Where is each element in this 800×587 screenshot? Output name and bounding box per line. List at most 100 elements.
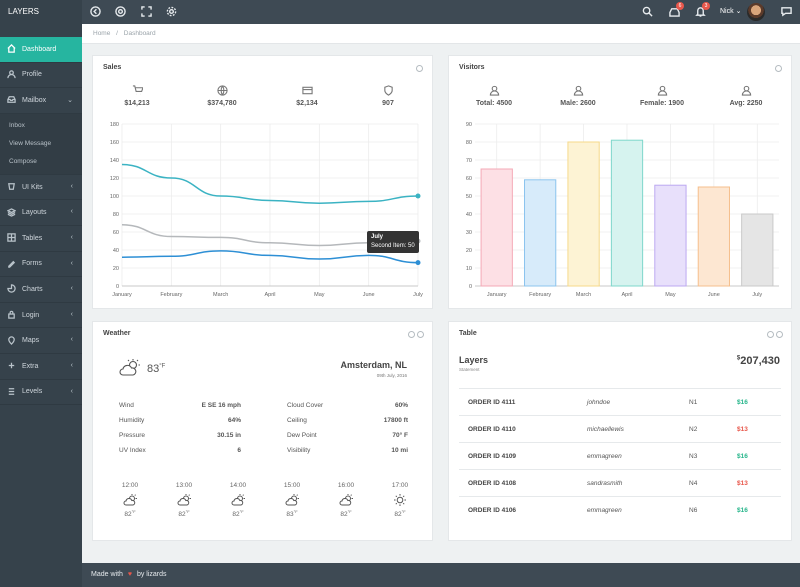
close-icon[interactable] — [776, 331, 783, 338]
forecast-item: 14:00 82°F — [223, 482, 253, 518]
bar — [610, 139, 644, 287]
stat-value: Female: 1900 — [640, 100, 684, 107]
refresh-icon[interactable] — [408, 331, 415, 338]
globe-icon — [201, 85, 243, 96]
sales-card: Sales $14,213 $374,780 $2,134 907 0 20 40 6… — [92, 55, 433, 309]
sidebar-item-login[interactable]: Login ‹ — [0, 303, 82, 329]
cloud-sun-icon — [231, 494, 245, 506]
cell-order: ORDER ID 4111 — [468, 399, 516, 406]
fullscreen-icon[interactable] — [140, 5, 152, 17]
detail-value: 64% — [227, 417, 241, 424]
brand-logo[interactable]: LAYERS — [0, 0, 82, 24]
stat-value: Total: 4500 — [475, 100, 513, 107]
table-row[interactable]: ORDER ID 4110 michaellewis N2 $13 — [459, 415, 781, 442]
forecast-temp-value: 83 — [286, 511, 294, 519]
tooltip-text: Second Item: 50 — [371, 243, 415, 249]
table-row[interactable]: ORDER ID 4106 emmagreen N6 $16 — [459, 496, 781, 523]
y-tick-label: 40 — [466, 212, 472, 218]
forecast-temp: 82°F — [115, 509, 145, 518]
y-tick-label: 60 — [113, 230, 119, 236]
sidebar-item-dashboard[interactable]: Dashboard — [0, 37, 82, 63]
sidebar-item-levels[interactable]: Levels ‹ — [0, 380, 82, 406]
chat-icon[interactable] — [780, 5, 792, 17]
settings-icon[interactable] — [165, 5, 177, 17]
card-title: Table — [459, 330, 477, 337]
sidebar-item-tables[interactable]: Tables ‹ — [0, 226, 82, 252]
user-menu[interactable]: Nick ⌄ — [720, 0, 741, 24]
table-row[interactable]: ORDER ID 4108 sandrasmith N4 $13 — [459, 469, 781, 496]
refresh-icon[interactable] — [416, 65, 423, 72]
forecast-item: 12:00 82°F — [115, 482, 145, 518]
chevron-down-icon: ⌄ — [735, 8, 742, 15]
tasks-icon[interactable]: 6 — [668, 2, 684, 17]
sun-icon — [394, 494, 406, 506]
sidebar-item-ui-kits[interactable]: UI Kits ‹ — [0, 175, 82, 201]
table-row[interactable]: ORDER ID 4109 emmagreen N3 $16 — [459, 442, 781, 469]
sidebar-item-profile[interactable]: Profile — [0, 63, 82, 89]
target-icon[interactable] — [114, 5, 126, 17]
submenu-item-inbox[interactable]: Inbox — [0, 116, 82, 135]
sidebar-item-mailbox[interactable]: Mailbox ⌄ — [0, 88, 82, 114]
lock-icon — [7, 310, 17, 320]
forecast-temp-unit: °F — [293, 509, 298, 514]
sidebar-item-forms[interactable]: Forms ‹ — [0, 252, 82, 278]
sidebar-item-label: Profile — [22, 71, 42, 79]
bell-icon[interactable]: 3 — [694, 2, 710, 17]
bar — [697, 186, 730, 287]
home-icon — [7, 44, 17, 54]
sidebar-item-maps[interactable]: Maps ‹ — [0, 328, 82, 354]
y-tick-label: 0 — [116, 284, 119, 290]
search-icon[interactable] — [641, 5, 653, 17]
chevron-left-icon: ‹ — [70, 233, 73, 241]
cell-order: ORDER ID 4109 — [468, 453, 517, 460]
chevron-left-icon: ‹ — [70, 336, 73, 344]
sidebar-item-layouts[interactable]: Layouts ‹ — [0, 200, 82, 226]
detail-value: 17800 ft — [383, 417, 408, 424]
breadcrumb: Home / Dashboard — [82, 24, 800, 44]
tooltip-title: July — [371, 234, 384, 240]
x-tick-label: June — [708, 292, 720, 298]
sidebar-item-label: Layouts — [22, 209, 47, 217]
y-tick-label: 180 — [110, 122, 119, 128]
avatar[interactable] — [747, 3, 765, 21]
notification-badge: 6 — [676, 2, 684, 10]
footer-made-with: Made with — [91, 571, 123, 578]
weather-details-right: Cloud Cover 60% Ceiling 17800 ft Dew Point… — [287, 398, 408, 458]
bar — [524, 179, 557, 287]
submenu-item-view-message[interactable]: View Message — [0, 134, 82, 153]
detail-value: 10 mi — [391, 447, 408, 454]
chart-icon — [7, 284, 17, 294]
detail-value: 70° F — [392, 432, 408, 439]
bar — [567, 141, 600, 287]
close-icon[interactable] — [417, 331, 424, 338]
cloud-sun-icon — [177, 494, 191, 506]
cell-code: N1 — [689, 399, 698, 406]
detail-label: Pressure — [119, 432, 146, 439]
y-tick-label: 0 — [469, 284, 472, 290]
submenu-item-compose[interactable]: Compose — [0, 152, 82, 171]
table-row[interactable]: ORDER ID 4111 johndoe N1 $16 — [459, 388, 781, 415]
data-point — [415, 193, 421, 199]
sidebar-item-charts[interactable]: Charts ‹ — [0, 277, 82, 303]
sidebar-item-extra[interactable]: Extra ‹ — [0, 354, 82, 380]
weather-date: 09th July, 2016 — [376, 373, 407, 378]
back-icon[interactable] — [89, 5, 101, 17]
detail-value: 60% — [394, 402, 408, 409]
y-tick-label: 100 — [110, 194, 119, 200]
forecast-temp-value: 82 — [394, 511, 402, 519]
forecast-temp-value: 82 — [340, 511, 348, 519]
bar — [480, 168, 513, 287]
sidebar-item-label: Levels — [22, 388, 43, 396]
y-tick-label: 90 — [466, 122, 472, 128]
shield-icon — [373, 85, 403, 96]
refresh-icon[interactable] — [767, 331, 774, 338]
x-tick-label: May — [314, 292, 325, 298]
grid-icon — [7, 233, 17, 243]
breadcrumb-current: Dashboard — [123, 30, 156, 37]
breadcrumb-separator: / — [116, 30, 118, 37]
x-tick-label: March — [576, 292, 591, 298]
detail-label: Humidity — [119, 417, 145, 424]
y-tick-label: 20 — [466, 248, 472, 254]
breadcrumb-home[interactable]: Home — [93, 30, 111, 37]
refresh-icon[interactable] — [775, 65, 782, 72]
